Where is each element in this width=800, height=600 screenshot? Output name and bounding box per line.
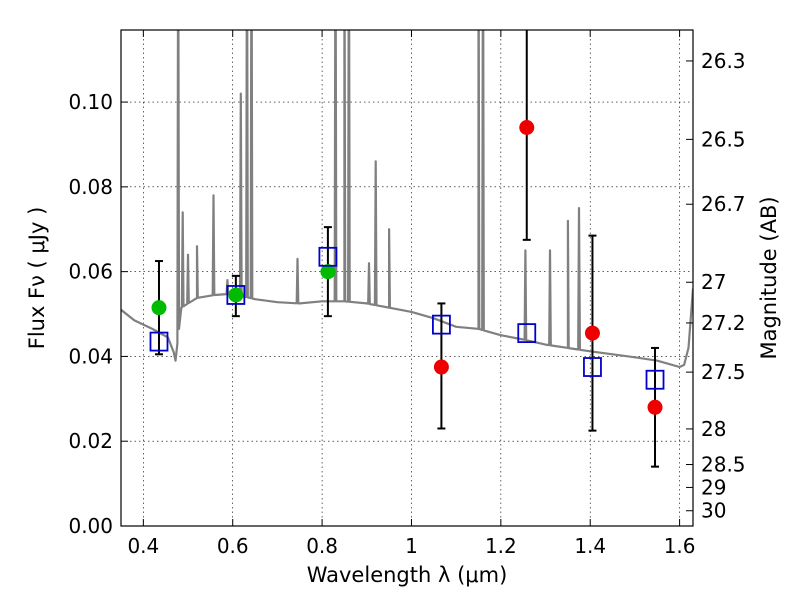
observed-point-red [647,399,663,415]
observed-point-red [584,325,600,341]
y-tick-label: 0.00 [68,514,113,538]
plot-area [121,30,693,468]
x-tick-label: 1.6 [664,534,696,558]
observed-point-green [320,264,336,280]
magnitude-tick-label: 30 [701,499,726,523]
x-tick-label: 0.8 [306,534,338,558]
model-photometry-box [517,323,537,344]
y-tick-label: 0.02 [68,429,113,453]
axis-ticks: 0.4 0.6 0.8 1 1.2 1.4 1.6 0.00 0.02 0.04 0.06 0.08 0… [68,30,746,558]
x-tick-label: 1.2 [485,534,517,558]
x-tick-label: 1 [405,534,418,558]
model-spectrum-line [121,30,693,369]
plot-frame [120,29,694,527]
x-tick-label: 1.4 [574,534,606,558]
magnitude-tick-label: 26.7 [701,192,746,216]
model-photometry-box [432,314,451,335]
x-tick-label: 0.4 [127,534,159,558]
model-photometry-box [149,331,169,352]
y-tick-label: 0.10 [68,90,113,114]
model-photometry-box [583,357,602,377]
observed-point-red [433,359,449,375]
observed-point-green [228,287,244,303]
x-axis-label: Wavelength λ (μm) [307,563,508,587]
model-photometry-box [318,246,338,267]
plot-background [121,30,693,526]
observed-point-green [151,300,167,316]
model-photometry-box [226,285,246,305]
magnitude-tick-label: 28.5 [701,453,746,477]
observed-point-red [519,120,535,136]
magnitude-tick-label: 26.5 [701,127,746,151]
right-axis-label: Magnitude (AB) [757,196,781,359]
magnitude-tick-label: 27.2 [701,311,746,335]
x-tick-label: 0.6 [217,534,249,558]
y-tick-label: 0.04 [68,344,113,368]
y-tick-label: 0.08 [68,175,113,199]
magnitude-tick-label: 27 [701,270,726,294]
model-photometry-box [645,369,665,390]
y-tick-label: 0.06 [68,260,113,284]
magnitude-tick-label: 26.3 [701,49,746,73]
y-axis-label: Flux Fν ( μJy ) [25,207,49,350]
magnitude-tick-label: 29 [701,475,726,499]
magnitude-tick-label: 28 [701,417,726,441]
magnitude-tick-label: 27.5 [701,360,746,384]
